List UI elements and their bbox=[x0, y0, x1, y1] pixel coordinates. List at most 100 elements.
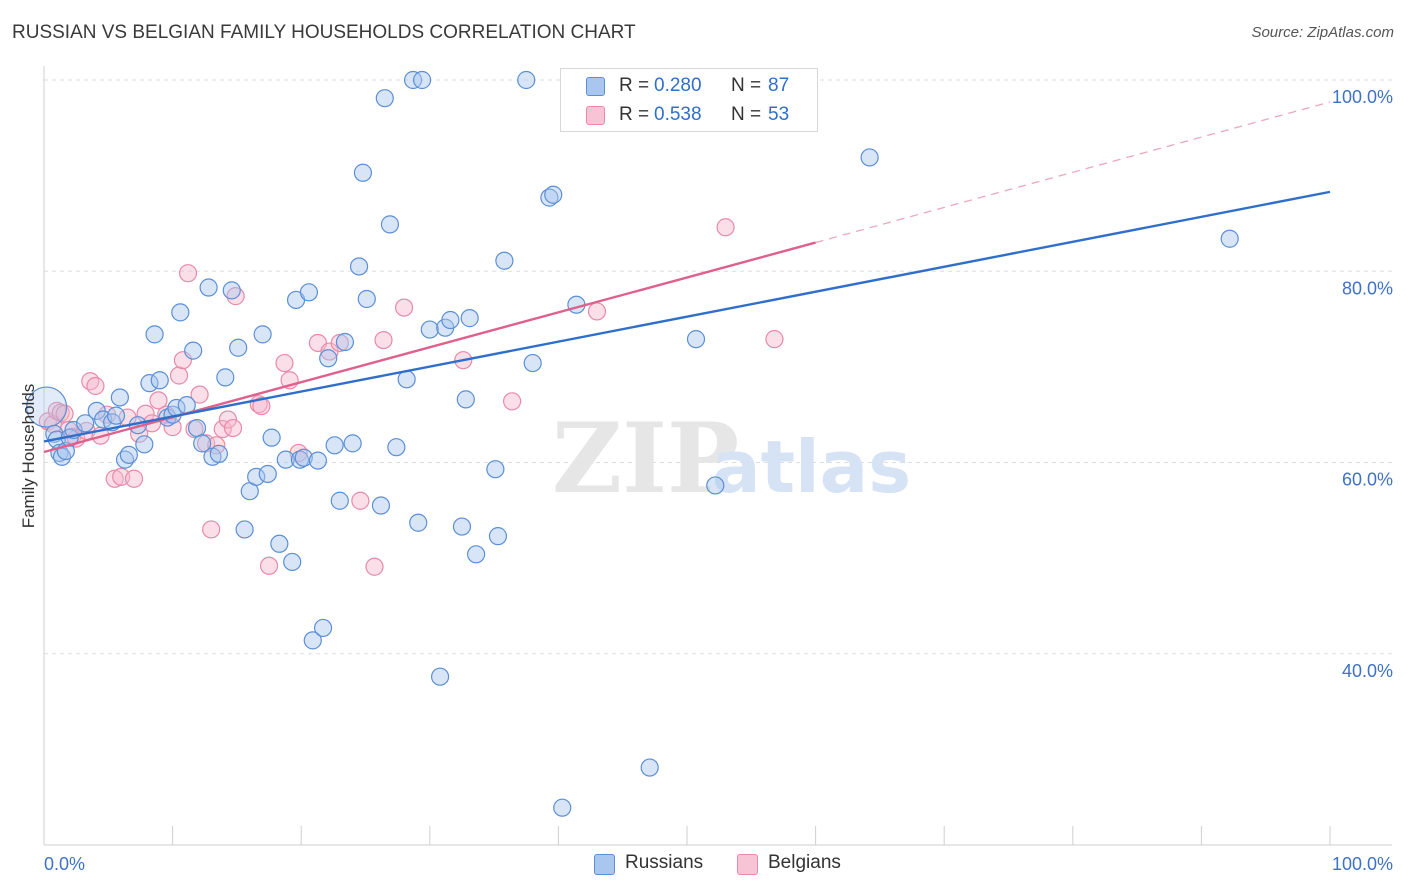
russians-point bbox=[140, 374, 159, 393]
belgians-point bbox=[275, 353, 294, 373]
y-tick-label: 80.0% bbox=[1342, 278, 1393, 298]
belgians-point bbox=[716, 218, 735, 237]
russians-point bbox=[313, 618, 333, 638]
russians-point bbox=[495, 251, 514, 270]
russians-point bbox=[247, 467, 266, 486]
russians-point bbox=[335, 332, 355, 352]
russians-point bbox=[76, 414, 95, 433]
russians-point bbox=[135, 435, 154, 454]
russians-point bbox=[343, 434, 362, 453]
russians-legend-label: Russians bbox=[625, 852, 704, 873]
russians-point bbox=[25, 386, 68, 428]
belgians-point bbox=[169, 366, 189, 385]
russians-r-label: R = bbox=[619, 75, 650, 96]
russians-point bbox=[517, 70, 536, 90]
russians-point bbox=[1220, 229, 1239, 248]
y-tick-label: 60.0% bbox=[1342, 470, 1393, 490]
russians-point bbox=[460, 309, 479, 328]
belgians-point bbox=[149, 391, 168, 410]
belgians-point bbox=[503, 392, 522, 411]
russians-point bbox=[119, 445, 138, 464]
russians-point bbox=[375, 89, 394, 108]
y-axis-label: Family Households bbox=[19, 384, 38, 529]
russians-point bbox=[294, 448, 313, 467]
belgians-point bbox=[351, 491, 370, 510]
russians-point bbox=[544, 185, 563, 204]
belgians-n-label: N = bbox=[731, 104, 762, 125]
legend-row-belgians: R = 0.538 N = 53 bbox=[561, 100, 817, 130]
belgians-point bbox=[394, 298, 414, 317]
russians-point bbox=[216, 368, 235, 387]
russians-point bbox=[640, 758, 659, 777]
belgians-point bbox=[223, 418, 243, 438]
trend-lines bbox=[43, 101, 1331, 454]
russians-point bbox=[387, 438, 406, 457]
russians-point bbox=[523, 353, 542, 373]
russians-point bbox=[553, 798, 572, 817]
belgians-point bbox=[365, 557, 384, 576]
russians-point bbox=[466, 545, 486, 564]
russians-swatch bbox=[586, 77, 605, 96]
russians-point bbox=[349, 257, 369, 276]
belgians-swatch bbox=[586, 106, 605, 125]
watermark-atlas: atlas bbox=[712, 425, 911, 509]
belgians-r-value: 0.538 bbox=[654, 104, 702, 125]
russians-point bbox=[860, 148, 879, 167]
russians-point bbox=[229, 338, 248, 357]
legend-row-russians: R = 0.280 N = 87 bbox=[561, 71, 817, 101]
watermark: ZIP atlas bbox=[552, 402, 911, 515]
russians-point bbox=[209, 444, 228, 463]
russians-point bbox=[380, 215, 400, 234]
belgians-point bbox=[105, 469, 124, 488]
x-tick-label-start: 0.0% bbox=[44, 854, 85, 874]
belgians-point bbox=[587, 302, 607, 321]
belgians-n-value: 53 bbox=[768, 104, 790, 125]
russians-r-value: 0.280 bbox=[654, 75, 702, 96]
russians-point bbox=[258, 464, 277, 484]
belgians-trend-extension bbox=[815, 101, 1331, 244]
russians-n-value: 87 bbox=[768, 75, 790, 96]
russians-point bbox=[308, 451, 328, 470]
russians-point bbox=[199, 278, 218, 297]
russians-n-label: N = bbox=[731, 75, 762, 96]
russians-point bbox=[488, 527, 508, 546]
russians-point bbox=[409, 513, 428, 532]
russians-point bbox=[145, 325, 164, 344]
belgians-point bbox=[374, 331, 393, 350]
russians-point bbox=[706, 476, 725, 495]
russians-point bbox=[456, 390, 475, 409]
russians-point bbox=[441, 310, 460, 330]
belgians-point bbox=[124, 469, 144, 488]
russians-point bbox=[150, 371, 169, 390]
y-tick-label: 40.0% bbox=[1342, 661, 1393, 681]
belgians-point bbox=[218, 410, 237, 429]
source-label: Source: ZipAtlas.com bbox=[1251, 24, 1394, 41]
stats-legend: R = 0.280 N = 87 R = 0.538 N = 53 bbox=[560, 68, 818, 132]
y-tick-label: 100.0% bbox=[1332, 87, 1393, 107]
russians-point bbox=[319, 349, 338, 368]
russians-point bbox=[303, 631, 322, 650]
russians-point bbox=[430, 667, 450, 686]
belgians-point bbox=[86, 376, 105, 396]
russians-point bbox=[452, 517, 472, 536]
belgians-legend-label: Belgians bbox=[768, 852, 841, 873]
russians-point bbox=[420, 320, 439, 339]
russians-legend-swatch bbox=[594, 854, 615, 875]
x-tick-labels: 0.0% 100.0% bbox=[44, 854, 1393, 874]
russians-point bbox=[187, 418, 207, 438]
axes bbox=[43, 66, 1392, 846]
belgians-point bbox=[765, 330, 784, 349]
russians-trend-line bbox=[43, 190, 1331, 443]
russians-point bbox=[262, 428, 281, 447]
x-tick-label-end: 100.0% bbox=[1332, 854, 1393, 874]
russians-point bbox=[325, 436, 344, 455]
watermark-zip: ZIP bbox=[552, 402, 739, 515]
russians-point bbox=[276, 450, 295, 469]
russians-point bbox=[686, 330, 706, 349]
russians-point bbox=[486, 460, 505, 479]
russians-point bbox=[357, 289, 376, 309]
belgians-point bbox=[178, 264, 198, 283]
russians-point bbox=[299, 283, 319, 302]
russians-point bbox=[412, 70, 432, 90]
